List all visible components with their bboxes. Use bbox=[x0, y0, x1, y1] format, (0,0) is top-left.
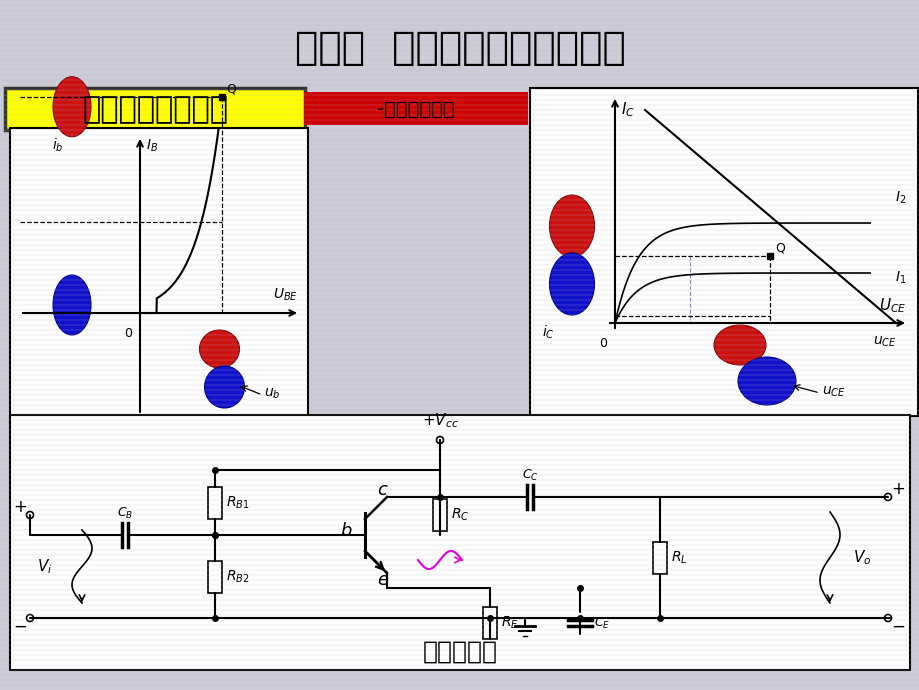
Text: $e$: $e$ bbox=[377, 571, 389, 589]
Text: $u_b$: $u_b$ bbox=[265, 387, 280, 402]
Text: $i_b$: $i_b$ bbox=[52, 137, 63, 155]
Text: $+$: $+$ bbox=[13, 498, 27, 516]
Text: $R_{B1}$: $R_{B1}$ bbox=[226, 494, 249, 511]
Text: $U_{CE}$: $U_{CE}$ bbox=[878, 296, 905, 315]
FancyBboxPatch shape bbox=[5, 88, 305, 130]
Ellipse shape bbox=[204, 366, 244, 408]
Bar bbox=[208, 560, 221, 593]
Bar bbox=[208, 486, 221, 518]
Text: $R_{B2}$: $R_{B2}$ bbox=[226, 569, 249, 584]
Text: $+V_{cc}$: $+V_{cc}$ bbox=[421, 411, 458, 430]
Text: Q: Q bbox=[774, 241, 784, 254]
Ellipse shape bbox=[549, 195, 594, 257]
Text: $u_{CE}$: $u_{CE}$ bbox=[821, 385, 845, 400]
Bar bbox=[652, 542, 666, 573]
Bar bbox=[10, 415, 909, 670]
Ellipse shape bbox=[549, 253, 594, 315]
Text: $V_o$: $V_o$ bbox=[852, 548, 870, 567]
Ellipse shape bbox=[199, 330, 239, 368]
Bar bbox=[10, 128, 308, 423]
Text: Q: Q bbox=[226, 83, 236, 96]
Text: -图解信号放大: -图解信号放大 bbox=[377, 99, 454, 119]
Bar bbox=[529, 88, 917, 416]
Text: 晶体管放大器设计: 晶体管放大器设计 bbox=[82, 95, 228, 124]
Bar bbox=[482, 607, 496, 639]
Text: $-$: $-$ bbox=[890, 617, 904, 635]
Text: $I_B$: $I_B$ bbox=[146, 138, 158, 155]
Text: $I_C$: $I_C$ bbox=[620, 100, 634, 119]
Text: $V_i$: $V_i$ bbox=[38, 557, 52, 576]
Ellipse shape bbox=[53, 275, 91, 335]
Text: $-$: $-$ bbox=[13, 617, 27, 635]
Text: 0: 0 bbox=[598, 337, 607, 350]
Bar bbox=[303, 92, 528, 125]
Text: $R_L$: $R_L$ bbox=[670, 549, 686, 566]
Text: $R_C$: $R_C$ bbox=[450, 506, 469, 523]
Ellipse shape bbox=[713, 325, 766, 365]
Text: $I_2$: $I_2$ bbox=[893, 190, 905, 206]
Ellipse shape bbox=[53, 77, 91, 137]
Ellipse shape bbox=[737, 357, 795, 405]
Text: $+$: $+$ bbox=[890, 480, 904, 498]
Text: $c$: $c$ bbox=[377, 481, 388, 499]
Text: 共射放大器: 共射放大器 bbox=[422, 640, 497, 664]
Text: 0: 0 bbox=[124, 327, 131, 340]
Text: 第五章  低频电子线路应用设计: 第五章 低频电子线路应用设计 bbox=[294, 29, 625, 67]
Text: $i_C$: $i_C$ bbox=[541, 324, 554, 342]
Text: $U_{BE}$: $U_{BE}$ bbox=[273, 286, 298, 303]
Text: $C_B$: $C_B$ bbox=[117, 506, 133, 521]
Text: $C_C$: $C_C$ bbox=[521, 468, 538, 483]
Bar bbox=[433, 499, 447, 531]
Text: $I_1$: $I_1$ bbox=[893, 270, 905, 286]
Text: $R_E$: $R_E$ bbox=[501, 615, 518, 631]
Text: $u_{CE}$: $u_{CE}$ bbox=[872, 335, 896, 349]
Text: $b$: $b$ bbox=[340, 522, 353, 540]
Text: $C_E$: $C_E$ bbox=[594, 615, 609, 631]
